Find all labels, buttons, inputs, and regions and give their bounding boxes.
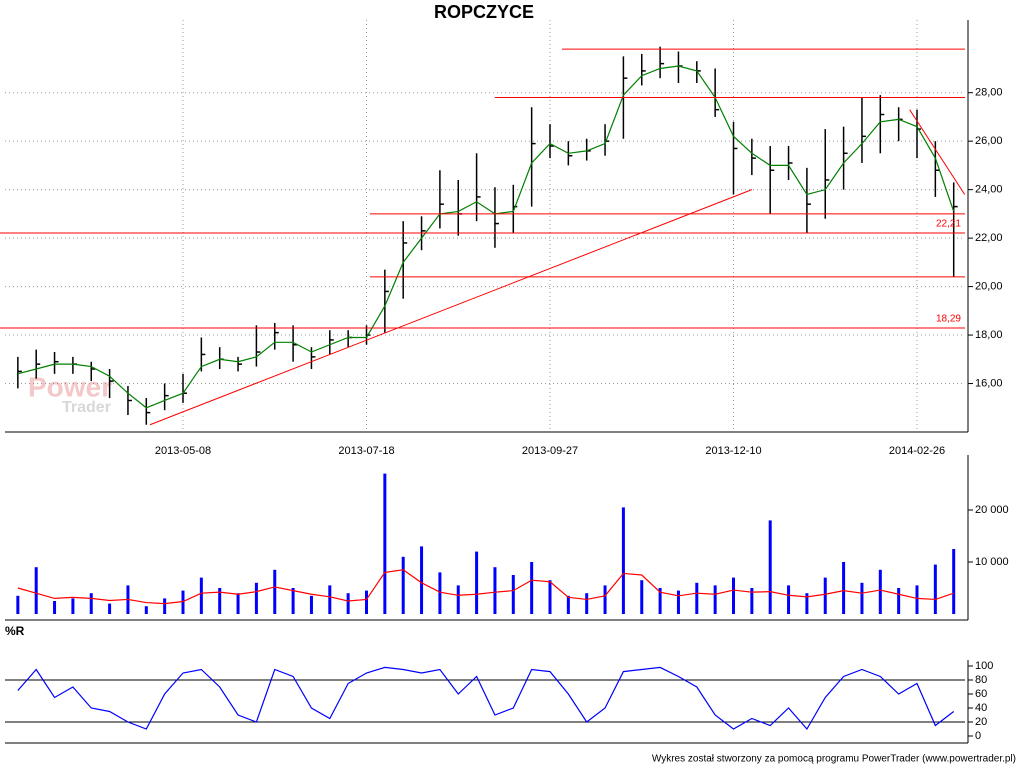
y-tick-label: 100 [975, 660, 993, 672]
volume-bar [860, 582, 864, 614]
volume-bar [878, 569, 882, 614]
volume-average [17, 569, 954, 605]
volume-bar [273, 569, 277, 614]
volume-bar [346, 593, 350, 614]
volume-bar [530, 562, 534, 614]
y-tick-label: 40 [975, 702, 987, 714]
volume-bar [108, 603, 112, 614]
y-tick-label: 20 000 [975, 504, 1009, 516]
volume-bar [787, 585, 791, 614]
volume-bar [768, 520, 772, 614]
volume-bar [218, 588, 222, 614]
volume-bar [658, 588, 662, 614]
volume-bar [420, 546, 424, 614]
y-tick-label: 16,00 [975, 377, 1003, 389]
footer: Wykres został stworzony za pomocą progra… [652, 754, 1016, 765]
volume-bar [53, 601, 57, 614]
trend-line [149, 189, 753, 426]
volume-bar [365, 590, 368, 614]
y-tick-label: 80 [975, 674, 987, 686]
volume-bar [566, 595, 570, 614]
y-tick-label: 24,00 [975, 184, 1003, 196]
chart-title: ROPCZYCE [434, 2, 534, 22]
panel-title: %R [5, 624, 25, 638]
volume-bar [732, 577, 735, 614]
volume-bar [750, 588, 754, 614]
y-tick-label: 60 [975, 688, 987, 700]
x-tick-label: 2013-12-10 [705, 445, 761, 457]
trend-line [909, 109, 966, 195]
volume-bar [897, 588, 901, 614]
volume-bar [383, 473, 387, 614]
moving-average [17, 65, 955, 409]
volume-bar [89, 593, 93, 614]
y-tick-label: 22,00 [975, 232, 1003, 244]
y-tick-label: 28,00 [975, 87, 1003, 99]
volume-bar [71, 598, 75, 614]
volume-bar [438, 572, 442, 614]
volume-bar [915, 585, 919, 614]
volume-bar [16, 595, 20, 614]
volume-bar [713, 585, 717, 614]
volume-bar [34, 567, 38, 614]
volume-bar [548, 580, 552, 614]
x-tick-label: 2013-09-27 [522, 445, 578, 457]
watermark: Power [28, 371, 112, 402]
volume-bar [475, 551, 479, 614]
volume-bar [695, 582, 699, 614]
volume-bar [640, 580, 644, 614]
y-tick-label: 10 000 [975, 556, 1009, 568]
volume-bar [236, 593, 240, 614]
y-tick-label: 26,00 [975, 135, 1003, 147]
x-tick-label: 2014-02-26 [889, 445, 945, 457]
volume-bar [493, 567, 497, 614]
volume-bar [952, 549, 956, 614]
volume-bar [309, 595, 313, 614]
y-tick-label: 0 [975, 730, 981, 742]
volume-bar [456, 585, 460, 614]
volume-bar [163, 598, 167, 614]
volume-bar [291, 588, 295, 614]
volume-bar [621, 507, 625, 614]
volume-bar [805, 593, 809, 614]
x-tick-label: 2013-05-08 [155, 445, 211, 457]
indicator-line [17, 666, 955, 731]
y-tick-label: 20 [975, 716, 987, 728]
volume-bar [328, 585, 332, 614]
y-tick-label: 20,00 [975, 280, 1003, 292]
volume-bar [511, 575, 515, 614]
level-label: 22,21 [936, 219, 961, 230]
x-tick-label: 2013-07-18 [338, 445, 394, 457]
volume-bar [603, 585, 607, 614]
level-label: 18,29 [936, 314, 961, 325]
volume-bar [933, 564, 937, 614]
y-tick-label: 18,00 [975, 329, 1003, 341]
volume-bar [676, 590, 680, 614]
volume-bar [585, 593, 589, 614]
volume-bar [144, 606, 148, 614]
volume-bar [181, 590, 185, 614]
volume-bar [254, 582, 258, 614]
volume-bar [199, 577, 203, 614]
watermark: Trader [62, 399, 111, 416]
volume-bar [842, 562, 846, 614]
volume-bar [823, 577, 827, 614]
volume-bar [401, 556, 405, 614]
